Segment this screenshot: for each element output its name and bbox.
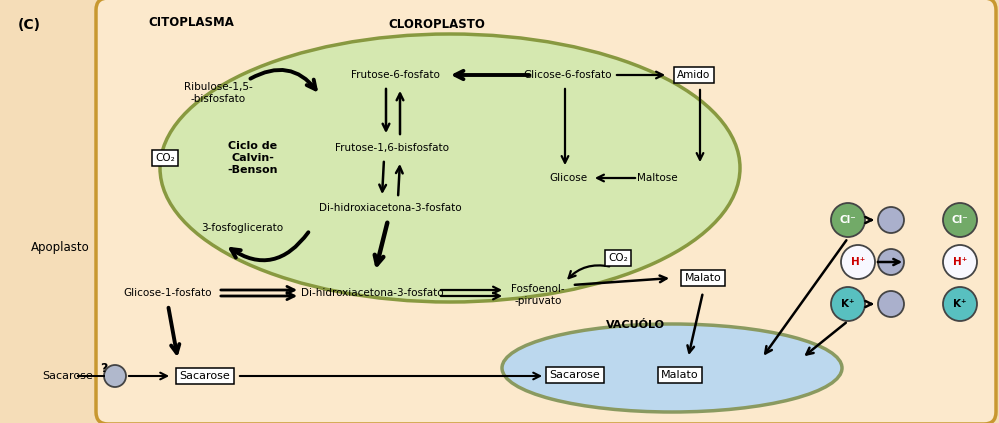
Text: CLOROPLASTO: CLOROPLASTO <box>389 18 486 31</box>
Text: Glicose: Glicose <box>548 173 587 183</box>
Circle shape <box>831 203 865 237</box>
Text: Malato: Malato <box>684 273 721 283</box>
Text: CO₂: CO₂ <box>608 253 628 263</box>
Circle shape <box>943 245 977 279</box>
Text: Di-hidroxiacetona-3-fosfato: Di-hidroxiacetona-3-fosfato <box>319 203 462 213</box>
Text: Malato: Malato <box>661 370 699 380</box>
Text: Maltose: Maltose <box>636 173 677 183</box>
Text: Sacarose: Sacarose <box>549 370 600 380</box>
Text: Apoplasto: Apoplasto <box>31 242 89 255</box>
Circle shape <box>104 365 126 387</box>
Text: Cl⁻: Cl⁻ <box>839 215 856 225</box>
Text: Frutose-6-fosfato: Frutose-6-fosfato <box>351 70 440 80</box>
Text: H⁺: H⁺ <box>953 257 967 267</box>
Text: K⁺: K⁺ <box>953 299 967 309</box>
Ellipse shape <box>502 324 842 412</box>
Text: Glicose-6-fosfato: Glicose-6-fosfato <box>523 70 612 80</box>
Text: Frutose-1,6-bisfosfato: Frutose-1,6-bisfosfato <box>335 143 449 153</box>
FancyBboxPatch shape <box>96 0 996 423</box>
Text: Di-hidroxiacetona-3-fosfato: Di-hidroxiacetona-3-fosfato <box>301 288 444 298</box>
Text: ?: ? <box>100 363 108 376</box>
Circle shape <box>943 203 977 237</box>
Text: Cl⁻: Cl⁻ <box>952 215 968 225</box>
Text: Amido: Amido <box>677 70 710 80</box>
Text: (C): (C) <box>18 18 41 32</box>
Text: Ciclo de
Calvin-
-Benson: Ciclo de Calvin- -Benson <box>228 141 279 175</box>
Text: CITOPLASMA: CITOPLASMA <box>148 16 234 29</box>
Circle shape <box>943 287 977 321</box>
Text: K⁺: K⁺ <box>841 299 855 309</box>
Text: 3-fosfoglicerato: 3-fosfoglicerato <box>201 223 283 233</box>
Circle shape <box>878 249 904 275</box>
Text: Sacarose: Sacarose <box>180 371 231 381</box>
Circle shape <box>841 245 875 279</box>
Ellipse shape <box>160 34 740 302</box>
Text: VACUÓLO: VACUÓLO <box>605 320 664 330</box>
Text: Glicose-1-fosfato: Glicose-1-fosfato <box>124 288 212 298</box>
Circle shape <box>831 287 865 321</box>
Text: H⁺: H⁺ <box>851 257 865 267</box>
Circle shape <box>878 291 904 317</box>
Text: Ribulose-1,5-
-bisfosfato: Ribulose-1,5- -bisfosfato <box>184 82 253 104</box>
Text: CO₂: CO₂ <box>155 153 175 163</box>
Circle shape <box>878 207 904 233</box>
Text: Sacarose: Sacarose <box>42 371 93 381</box>
Text: Fosfoenol-
-piruvato: Fosfoenol- -piruvato <box>511 284 564 306</box>
